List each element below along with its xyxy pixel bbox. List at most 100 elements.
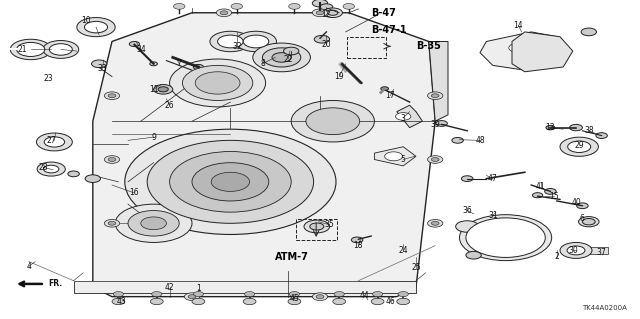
- Circle shape: [316, 295, 324, 299]
- Circle shape: [289, 292, 300, 297]
- Polygon shape: [480, 32, 570, 70]
- Circle shape: [304, 220, 330, 233]
- Circle shape: [334, 292, 344, 297]
- Text: 45: 45: [289, 294, 300, 303]
- Circle shape: [452, 137, 463, 143]
- Circle shape: [115, 204, 192, 242]
- Circle shape: [150, 298, 163, 305]
- Circle shape: [36, 133, 72, 151]
- Text: 4: 4: [26, 262, 31, 271]
- Circle shape: [284, 47, 299, 55]
- Circle shape: [216, 9, 232, 17]
- Circle shape: [573, 144, 586, 150]
- Circle shape: [243, 35, 269, 48]
- Circle shape: [49, 139, 60, 145]
- Circle shape: [570, 124, 582, 131]
- Circle shape: [291, 100, 374, 142]
- Circle shape: [147, 140, 314, 223]
- Circle shape: [272, 53, 291, 62]
- Text: 48: 48: [475, 136, 485, 145]
- Text: 3: 3: [401, 114, 406, 122]
- Bar: [589, 247, 608, 254]
- Polygon shape: [93, 13, 435, 297]
- Circle shape: [312, 9, 328, 17]
- Circle shape: [306, 108, 360, 135]
- Circle shape: [475, 222, 536, 253]
- Circle shape: [541, 39, 553, 44]
- Circle shape: [397, 298, 410, 305]
- Circle shape: [577, 203, 588, 209]
- Circle shape: [596, 133, 607, 138]
- Text: 19: 19: [334, 72, 344, 81]
- Text: ATM-7: ATM-7: [275, 252, 309, 262]
- Circle shape: [220, 11, 228, 15]
- Circle shape: [488, 229, 524, 247]
- Text: 28: 28: [39, 163, 48, 172]
- Text: B-35: B-35: [416, 41, 441, 51]
- Circle shape: [193, 64, 204, 70]
- Circle shape: [43, 41, 79, 58]
- Circle shape: [192, 163, 269, 201]
- Circle shape: [545, 189, 556, 194]
- Circle shape: [431, 221, 439, 225]
- Text: 14: 14: [513, 21, 524, 30]
- Circle shape: [104, 92, 120, 100]
- Circle shape: [371, 298, 384, 305]
- Text: 44: 44: [360, 291, 370, 300]
- Text: 17: 17: [385, 91, 396, 100]
- Text: 35: 35: [324, 220, 335, 229]
- Text: 33: 33: [97, 64, 108, 73]
- Circle shape: [154, 85, 173, 94]
- Polygon shape: [429, 41, 448, 121]
- Circle shape: [182, 65, 253, 100]
- Circle shape: [49, 44, 72, 55]
- Text: 2: 2: [554, 252, 559, 261]
- Circle shape: [546, 125, 555, 130]
- Circle shape: [158, 87, 168, 92]
- Circle shape: [486, 228, 525, 247]
- Circle shape: [460, 215, 552, 261]
- Circle shape: [236, 31, 276, 52]
- Circle shape: [428, 156, 443, 163]
- Circle shape: [243, 298, 256, 305]
- Circle shape: [312, 293, 328, 300]
- Circle shape: [428, 92, 443, 100]
- Circle shape: [210, 31, 251, 52]
- Circle shape: [84, 21, 108, 33]
- Text: 42: 42: [164, 283, 175, 292]
- Circle shape: [456, 221, 479, 232]
- Circle shape: [195, 72, 240, 94]
- Text: 39: 39: [430, 120, 440, 129]
- Text: 9: 9: [151, 133, 156, 142]
- Circle shape: [108, 158, 116, 161]
- Circle shape: [310, 223, 324, 230]
- Polygon shape: [512, 32, 573, 72]
- Circle shape: [581, 28, 596, 36]
- Circle shape: [113, 292, 124, 297]
- Circle shape: [184, 293, 200, 300]
- Circle shape: [464, 217, 547, 258]
- Circle shape: [150, 62, 157, 66]
- Text: 43: 43: [116, 297, 127, 306]
- Circle shape: [396, 113, 411, 120]
- Text: 12: 12: [322, 10, 331, 19]
- Circle shape: [68, 171, 79, 177]
- Polygon shape: [374, 147, 416, 166]
- Text: 27: 27: [46, 136, 56, 145]
- Circle shape: [320, 4, 333, 10]
- Circle shape: [17, 42, 45, 56]
- Circle shape: [77, 18, 115, 37]
- Circle shape: [535, 63, 547, 68]
- Text: 5: 5: [401, 155, 406, 164]
- Text: 41: 41: [536, 182, 546, 191]
- Circle shape: [568, 141, 591, 152]
- Text: 13: 13: [545, 123, 556, 132]
- Circle shape: [343, 4, 355, 9]
- Circle shape: [141, 217, 166, 230]
- Circle shape: [567, 246, 585, 255]
- Text: 38: 38: [584, 126, 594, 135]
- Circle shape: [193, 292, 204, 297]
- Circle shape: [323, 8, 342, 18]
- Circle shape: [398, 292, 408, 297]
- Text: TK44A0200A: TK44A0200A: [582, 305, 627, 311]
